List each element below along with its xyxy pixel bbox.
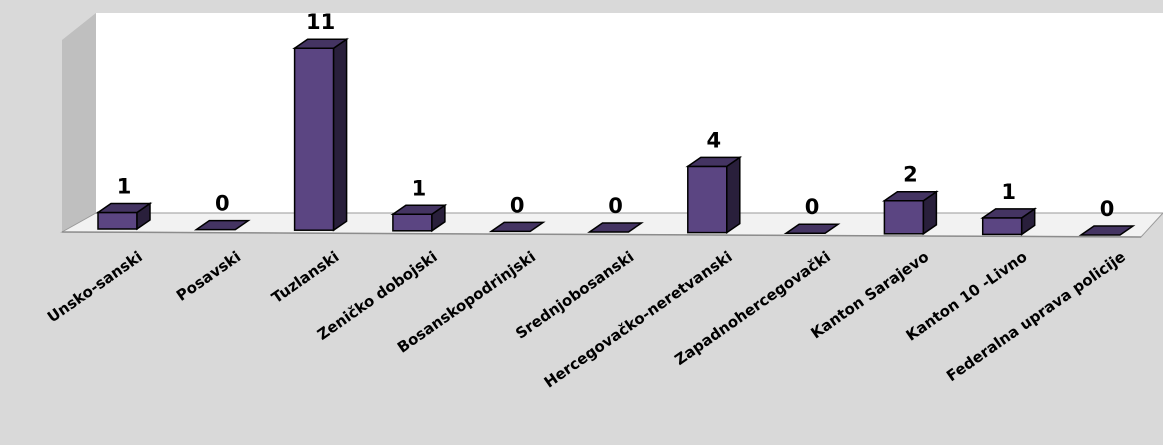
bar-front (97, 211, 138, 230)
value-label: 1 (412, 176, 427, 200)
bar-top (587, 222, 644, 233)
category-label: Posavski (173, 248, 244, 305)
value-label: 1 (117, 174, 132, 198)
bars-group (95, 37, 1136, 236)
value-label: 2 (903, 163, 918, 187)
back-wall (96, 13, 1163, 213)
bar-front (293, 47, 335, 231)
bar-top (685, 156, 743, 168)
bar-top (95, 202, 153, 214)
bar (685, 155, 743, 235)
bar-top (881, 190, 939, 202)
bar-front (981, 217, 1023, 236)
category-label: Tuzlanski (268, 248, 342, 307)
bar (881, 190, 939, 236)
bar (292, 37, 350, 232)
value-label: 4 (706, 128, 721, 152)
bar-top (980, 208, 1038, 219)
value-label: 1 (1001, 180, 1016, 204)
bar-top (783, 223, 841, 234)
bar (193, 219, 251, 231)
value-label: 11 (306, 10, 335, 34)
category-label: Federalna uprava policije (943, 248, 1129, 386)
bar (980, 207, 1038, 236)
bar (95, 202, 153, 231)
bar-front (883, 199, 925, 235)
bar (1078, 225, 1136, 236)
bar (587, 222, 644, 233)
bar-top (193, 219, 251, 231)
bar-top (292, 38, 350, 49)
bar (488, 221, 546, 233)
bar-top (488, 221, 546, 233)
bar-top (1078, 225, 1136, 236)
bar-front (687, 165, 728, 234)
bar-side (332, 37, 348, 232)
bar-front (392, 213, 433, 232)
bar-side (726, 155, 741, 235)
floor-front-edge (61, 231, 1142, 238)
category-label: Unsko-sanski (44, 248, 146, 327)
value-label: 0 (215, 192, 230, 216)
bar (783, 223, 841, 234)
side-wall (62, 13, 96, 232)
value-label: 0 (1100, 197, 1115, 221)
category-label: Zapadnohercegovački (671, 248, 834, 369)
bar (390, 203, 448, 233)
value-label: 0 (805, 195, 820, 219)
category-label: Hercegovačko-neretvanski (541, 248, 736, 392)
bar-top (390, 204, 448, 216)
value-label: 0 (510, 193, 525, 217)
value-label: 0 (608, 194, 623, 218)
